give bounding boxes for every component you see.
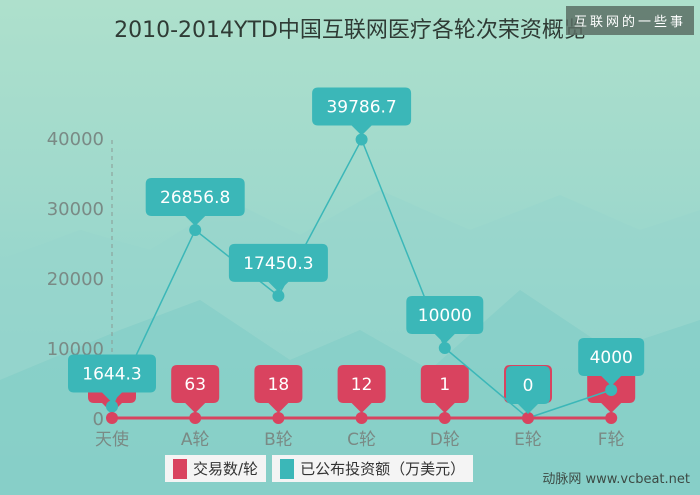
x-tick-label: 天使 <box>95 429 129 450</box>
investment-point <box>272 289 285 302</box>
legend-item-investment[interactable]: 已公布投资额（万美元） <box>272 455 474 482</box>
deals-bubble <box>420 365 469 413</box>
x-tick-label: D轮 <box>430 430 460 450</box>
x-tick-label: A轮 <box>181 430 210 450</box>
investment-point <box>605 384 618 396</box>
x-tick-label: E轮 <box>514 430 542 450</box>
legend-swatch <box>280 458 295 479</box>
deals-point <box>189 412 202 424</box>
legend-label: 已公布投资额（万美元） <box>300 460 466 478</box>
investment-label: 4000 <box>590 348 633 368</box>
investment-bubble <box>145 178 245 227</box>
investment-label: 1644.3 <box>82 364 141 384</box>
deals-bubble <box>254 365 303 413</box>
x-tick-label: C轮 <box>347 430 376 450</box>
deals-point <box>522 412 534 424</box>
deals-point <box>355 412 368 424</box>
investment-label: 26856.8 <box>160 188 230 208</box>
legend-swatch <box>173 458 187 479</box>
deals-label: 12 <box>351 375 373 395</box>
deals-point <box>106 412 118 424</box>
deals-point <box>272 412 285 424</box>
investment-label: 10000 <box>418 306 472 326</box>
investment-point <box>355 133 368 146</box>
legend: 交易数/轮 已公布投资额（万美元） <box>165 455 474 482</box>
deals-bubble <box>337 365 386 413</box>
investment-bubble <box>406 296 484 344</box>
investment-point <box>438 342 451 354</box>
x-tick-label: B轮 <box>264 430 293 450</box>
investment-label: 39786.7 <box>326 97 396 117</box>
deals-label: 1 <box>439 375 450 395</box>
chart-title: 2010-2014YTD中国互联网医疗各轮次荣资概览 <box>114 18 586 43</box>
investment-point <box>106 400 118 413</box>
investment-bubble <box>312 87 412 136</box>
y-tick-label: 30000 <box>47 199 104 220</box>
deals-label: 18 <box>268 375 290 395</box>
investment-label: 17450.3 <box>243 254 313 274</box>
investment-bubble <box>68 354 156 403</box>
investment-point <box>189 224 202 237</box>
y-tick-label: 20000 <box>47 269 104 290</box>
y-tick-label: 0 <box>93 409 104 430</box>
deals-point <box>605 412 618 424</box>
x-tick-label: F轮 <box>598 430 625 450</box>
legend-label: 交易数/轮 <box>193 460 259 478</box>
investment-bubble <box>228 243 328 292</box>
investment-bubble <box>578 338 645 386</box>
deals-point <box>438 412 451 424</box>
investment-bubble <box>506 366 550 414</box>
watermark: 互联网的一些事 <box>565 6 694 35</box>
y-tick-label: 40000 <box>47 129 104 150</box>
deals-bubble <box>171 365 220 413</box>
investment-label: 0 <box>523 376 534 396</box>
deals-label: 63 <box>184 375 206 395</box>
source-credit: 动脉网 www.vcbeat.net <box>542 472 690 487</box>
legend-item-deals[interactable]: 交易数/轮 <box>165 455 267 482</box>
